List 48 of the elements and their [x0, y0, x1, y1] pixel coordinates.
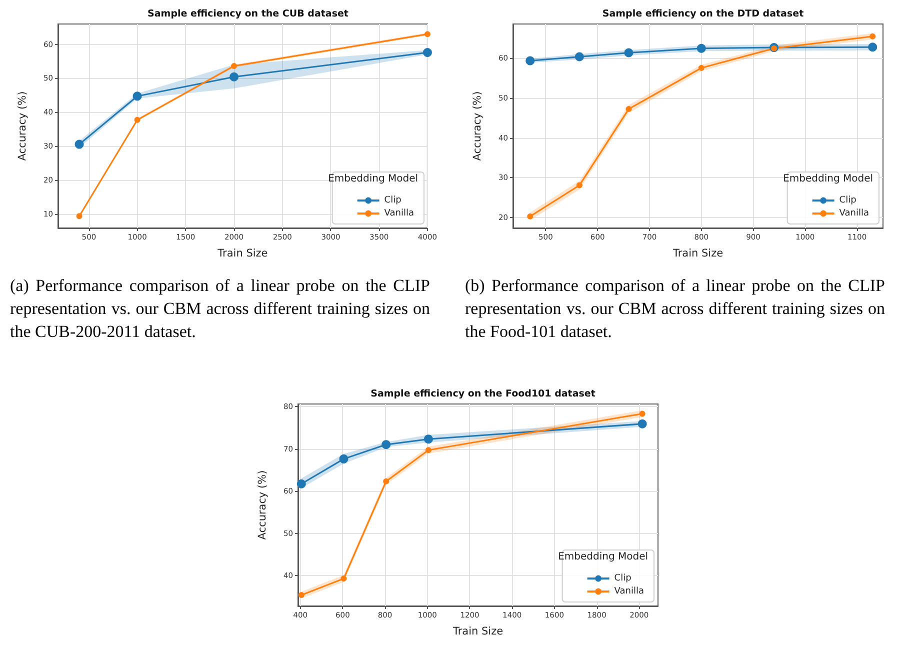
point: [230, 72, 239, 82]
point: [422, 48, 432, 57]
y-axis-title: Accuracy (%): [256, 470, 268, 540]
point: [574, 52, 584, 62]
point: [527, 213, 534, 220]
point: [231, 63, 238, 70]
legend-label: Vanilla: [839, 208, 870, 218]
point: [638, 419, 647, 428]
point: [576, 182, 582, 188]
point: [696, 44, 706, 53]
point: [382, 440, 391, 450]
legend-label: Clip: [384, 196, 402, 206]
chart-title: Sample efficiency on the DTD dataset: [602, 8, 804, 20]
point: [296, 479, 306, 488]
point: [339, 454, 348, 464]
point: [639, 410, 646, 417]
point: [526, 56, 535, 66]
legend-title: Embedding Model: [783, 174, 873, 184]
chart-title: Sample efficiency on the CUB dataset: [148, 8, 349, 20]
text: (a) Performance comparison of a linear probe on the CLIP representation vs. our CBM across different training sizes on the CUB-200-2011 dataset.: [10, 275, 430, 343]
point: [624, 48, 634, 58]
x-axis-title: Train Size: [672, 248, 724, 260]
point: [868, 42, 878, 52]
point: [298, 592, 304, 598]
legend-label: Vanilla: [384, 208, 414, 218]
point: [76, 213, 82, 220]
legend-title: Embedding Model: [328, 174, 418, 184]
legend-title: Embedding Model: [558, 552, 648, 562]
text: (b) Performance comparison of a linear probe on the CLIP representation vs. our CBM across different training sizes on the Food-101 dataset.: [465, 275, 885, 343]
point: [424, 434, 433, 444]
point: [132, 92, 142, 101]
legend-label: Clip: [839, 196, 857, 206]
point: [383, 478, 390, 484]
point: [698, 64, 704, 71]
point: [74, 140, 84, 149]
chart-title: Sample efficiency on the Food101 dataset: [370, 388, 596, 400]
x-axis-title: Train Size: [216, 248, 268, 260]
point: [424, 31, 430, 38]
y-axis-title: Accuracy (%): [472, 91, 484, 161]
point: [626, 106, 632, 112]
legend-label: Clip: [614, 574, 632, 584]
legend-label: Vanilla: [614, 586, 644, 596]
point: [134, 116, 140, 123]
point: [870, 33, 876, 40]
y-axis-title: Accuracy (%): [16, 91, 28, 161]
x-axis-title: Train Size: [452, 626, 504, 638]
point: [425, 447, 432, 454]
point: [340, 576, 347, 582]
